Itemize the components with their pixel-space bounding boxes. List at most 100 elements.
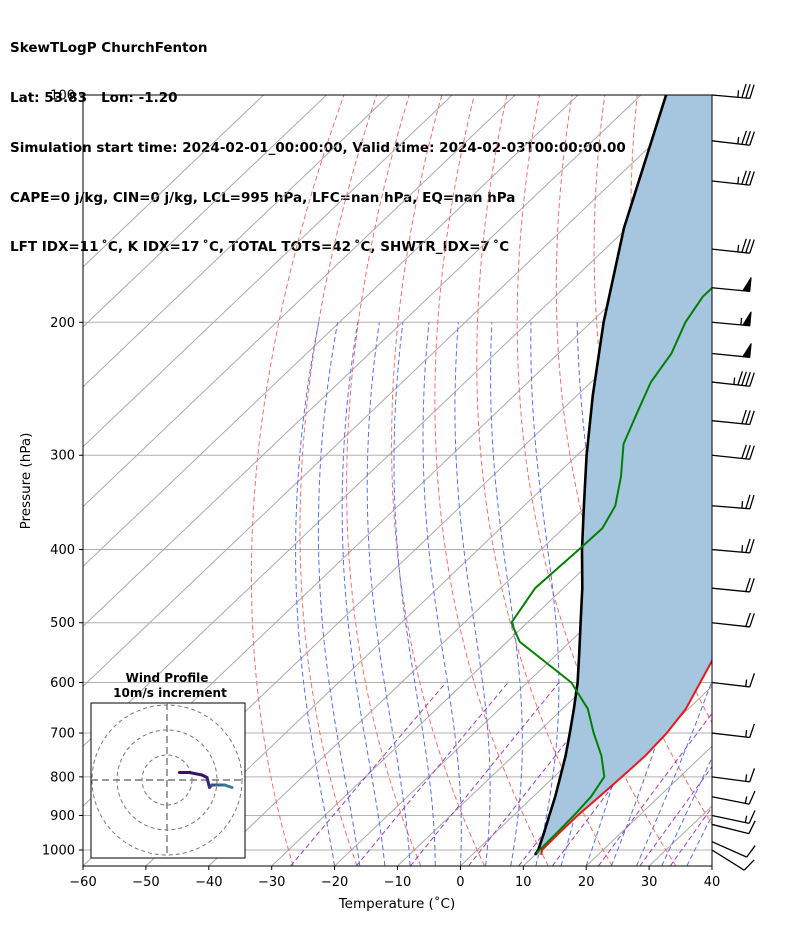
isotherm-line	[83, 95, 516, 508]
isotherm-line	[83, 95, 579, 568]
wind-barb	[711, 538, 755, 554]
x-tick-label: −50	[132, 875, 159, 890]
isotherm-line	[83, 95, 327, 328]
x-tick-label: 10	[515, 875, 532, 890]
y-tick-label: 100	[50, 89, 75, 104]
dry-adiabat-line	[346, 95, 422, 866]
barb-flag	[748, 810, 756, 824]
barb-flag	[741, 444, 747, 459]
y-tick-label: 300	[50, 449, 75, 464]
wind-barb	[711, 849, 755, 871]
barb-flag	[745, 494, 751, 509]
mixing-ratio-line	[669, 806, 712, 866]
barb-flag	[745, 410, 751, 425]
dry-adiabat-line	[250, 95, 345, 866]
isotherm-line	[83, 95, 642, 628]
moist-adiabat-line	[366, 322, 411, 866]
y-axis: 1000 900 800 700 600 500 400 300 200 100	[42, 89, 83, 859]
hodograph-trace	[188, 771, 204, 777]
hodograph-title: Wind Profile	[126, 671, 209, 685]
chart-header: SkewTLogP ChurchFenton Lat: 53.83 Lon: -…	[10, 7, 626, 273]
barb-pennant	[742, 277, 752, 292]
barb-staff	[711, 823, 750, 835]
barb-staff	[711, 849, 745, 871]
mixing-ratio-line	[410, 682, 560, 866]
isotherm-line	[83, 95, 264, 268]
wind-barb	[711, 170, 755, 186]
wind-barb	[711, 83, 755, 99]
barb-pennant	[742, 311, 752, 327]
y-axis-label: Pressure (hPa)	[18, 433, 34, 530]
isotherm-line	[271, 445, 712, 866]
station-title: SkewTLogP ChurchFenton	[10, 40, 208, 57]
barb-flag	[749, 239, 755, 254]
wind-barb	[711, 371, 755, 387]
barb-half-flag	[737, 136, 740, 144]
barb-flag	[749, 84, 755, 99]
barb-staff	[711, 454, 750, 460]
barb-flag	[745, 577, 751, 592]
barb-flag	[749, 171, 755, 186]
y-tick-label: 800	[50, 770, 75, 785]
isotherm-line	[397, 565, 712, 866]
barb-flag	[741, 83, 747, 98]
barb-flag	[748, 820, 756, 834]
parcel-profile-line	[533, 95, 668, 856]
y-tick-label: 600	[50, 676, 75, 691]
barb-staff	[711, 248, 750, 254]
barb-flag	[745, 372, 751, 387]
dry-adiabat-line	[768, 95, 794, 866]
dry-adiabat-line	[391, 95, 485, 866]
barb-half-flag	[741, 545, 744, 553]
barb-flag	[745, 538, 751, 553]
barb-flag	[749, 613, 755, 628]
barb-flag	[745, 84, 751, 99]
x-tick-label: 30	[641, 875, 658, 890]
isotherm-line	[334, 505, 712, 866]
moist-adiabat-line	[422, 322, 462, 866]
barb-flag	[749, 131, 755, 146]
barb-flag	[741, 238, 747, 253]
barb-staff	[711, 622, 750, 628]
barb-flag	[748, 790, 756, 805]
moist-adiabat-line	[661, 756, 712, 866]
x-tick-label: −10	[384, 875, 411, 890]
barb-flag	[749, 494, 755, 509]
barb-flag	[745, 445, 751, 460]
barb-flag	[745, 170, 751, 185]
dewpoint-line	[510, 286, 712, 854]
barb-staff	[711, 94, 750, 99]
barb-flag	[749, 538, 755, 554]
barb-flag	[749, 723, 755, 738]
barb-flag	[745, 131, 751, 146]
barb-flag	[741, 170, 747, 185]
barb-half-flag	[745, 729, 748, 738]
y-tick-label: 200	[50, 316, 75, 331]
isotherm-line	[83, 95, 705, 687]
barb-flag	[745, 612, 751, 627]
x-tick-label: 0	[456, 875, 464, 890]
profile-lines	[510, 95, 712, 856]
moist-adiabat-line	[454, 322, 491, 866]
mixing-ratio-line	[290, 682, 447, 866]
barb-staff	[711, 681, 750, 688]
dry-adiabat-line	[476, 95, 613, 866]
dry-adiabat-line	[593, 95, 712, 724]
moist-adiabat-line	[317, 322, 361, 866]
hodograph-trace	[223, 783, 234, 789]
x-tick-label: −20	[321, 875, 348, 890]
wind-barb	[711, 130, 755, 146]
wind-barb	[711, 768, 756, 783]
barb-flag	[746, 845, 756, 858]
isotherm-line	[83, 95, 453, 448]
barb-flag	[737, 371, 743, 386]
barb-flag	[749, 768, 756, 783]
isotherm-line	[711, 865, 712, 866]
y-tick-label: 900	[50, 809, 75, 824]
moist-adiabat-line	[711, 864, 712, 866]
barb-staff	[711, 548, 750, 554]
dry-adiabat-line	[555, 95, 712, 825]
wind-barb	[711, 673, 755, 688]
wind-barb	[711, 494, 755, 510]
